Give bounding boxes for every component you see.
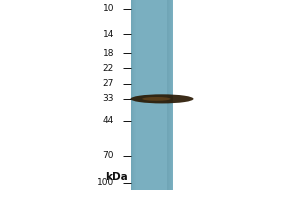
- Bar: [135, 0, 136, 190]
- Text: 18: 18: [103, 49, 114, 58]
- Text: kDa: kDa: [105, 172, 128, 182]
- Text: 22: 22: [103, 64, 114, 73]
- Text: 44: 44: [103, 116, 114, 125]
- Bar: [167, 0, 168, 190]
- Bar: [168, 0, 169, 190]
- Bar: [131, 0, 132, 190]
- Bar: [170, 0, 171, 190]
- Ellipse shape: [130, 94, 194, 103]
- Ellipse shape: [142, 97, 171, 101]
- Text: 70: 70: [103, 151, 114, 160]
- Text: 100: 100: [97, 178, 114, 187]
- Bar: [169, 0, 170, 190]
- Bar: [134, 0, 135, 190]
- Bar: [130, 0, 172, 190]
- Text: 33: 33: [103, 94, 114, 103]
- Bar: [171, 0, 172, 190]
- Bar: [130, 0, 131, 190]
- Text: 27: 27: [103, 79, 114, 88]
- Bar: [132, 0, 133, 190]
- Text: 10: 10: [103, 4, 114, 13]
- Bar: [133, 0, 134, 190]
- Text: 14: 14: [103, 30, 114, 39]
